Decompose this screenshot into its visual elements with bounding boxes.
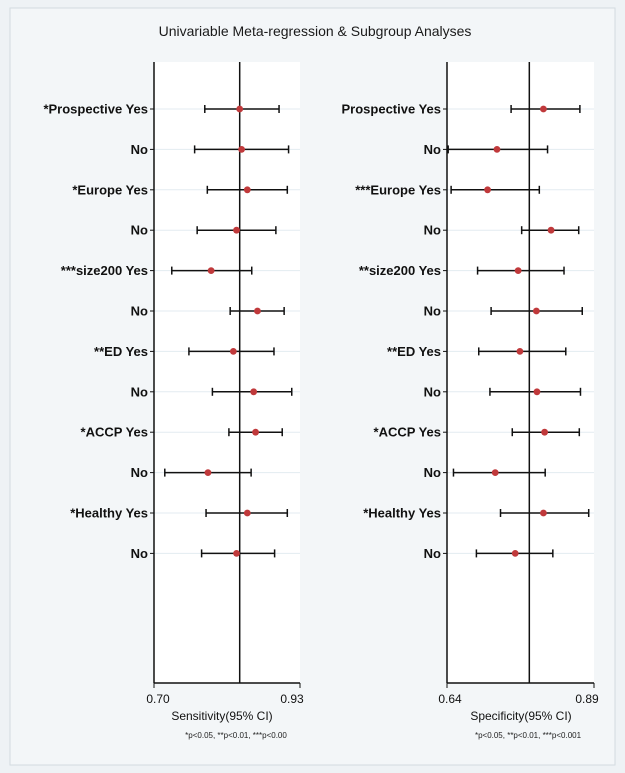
sensitivity-row-label: *ACCP Yes [81,425,148,440]
specificity-point-estimate [547,226,555,234]
specificity-point-estimate [540,105,547,113]
specificity-tick-label: 0.89 [575,692,599,706]
sensitivity-row-label: No [131,142,148,157]
specificity-point-estimate [540,509,547,517]
sensitivity-row-label: ***size200 Yes [61,263,148,278]
sensitivity-row-label: No [131,223,148,238]
sensitivity-row-label: *Prospective Yes [43,102,148,117]
specificity-row-label: ***Europe Yes [355,182,441,197]
specificity-plot-area [447,62,594,683]
sensitivity-point-estimate [204,469,212,476]
specificity-point-estimate [516,348,524,355]
sensitivity-point-estimate [238,146,246,153]
specificity-row-label: *Healthy Yes [363,506,441,521]
specificity-panel: 0.64 0.89 Specificity(95% CI) *p<0.05, **p<… [342,62,599,740]
specificity-row-label: No [424,384,441,399]
sensitivity-footnote: *p<0.05, **p<0.01, ***p<0.00 [185,731,287,740]
sensitivity-row-label: *Europe Yes [72,182,148,197]
sensitivity-panel: 0.70 0.93 Sensitivity(95% CI) *p<0.05, **p<… [43,62,304,740]
specificity-point-estimate [541,428,549,436]
specificity-point-estimate [484,186,491,194]
sensitivity-tick-label: 0.93 [280,692,304,706]
specificity-row-label: No [424,304,441,319]
sensitivity-point-estimate [243,509,251,517]
specificity-row-label: No [424,465,441,480]
sensitivity-point-estimate [233,550,240,557]
sensitivity-row-label: No [131,304,148,319]
sensitivity-plot-area [154,62,300,683]
sensitivity-point-estimate [252,428,259,436]
specificity-point-estimate [491,469,499,476]
sensitivity-point-estimate [229,348,237,355]
sensitivity-point-estimate [233,226,240,234]
sensitivity-row-label: No [131,384,148,399]
specificity-row-label: **ED Yes [387,344,441,359]
specificity-row-label: No [424,223,441,238]
specificity-tick-label: 0.64 [438,692,462,706]
panels-group: 0.70 0.93 Sensitivity(95% CI) *p<0.05, **p<… [43,62,599,740]
sensitivity-point-estimate [254,307,261,315]
sensitivity-row-label: *Healthy Yes [70,506,148,521]
sensitivity-point-estimate [243,186,251,194]
sensitivity-point-estimate [207,267,215,274]
specificity-point-estimate [533,388,541,396]
specificity-row-label: No [424,546,441,561]
sensitivity-point-estimate [236,105,244,113]
specificity-point-estimate [493,146,501,153]
specificity-row-label: No [424,142,441,157]
sensitivity-row-label: No [131,465,148,480]
sensitivity-x-axis-label: Sensitivity(95% CI) [171,709,272,723]
specificity-point-estimate [532,307,540,315]
specificity-point-estimate [511,550,519,557]
sensitivity-tick-label: 0.70 [146,692,170,706]
sensitivity-row-label: No [131,546,148,561]
sensitivity-point-estimate [250,388,258,396]
specificity-row-label: *ACCP Yes [374,425,441,440]
chart-title: Univariable Meta-regression & Subgroup A… [159,23,472,39]
specificity-x-axis-label: Specificity(95% CI) [470,709,571,723]
specificity-row-label: **size200 Yes [359,263,441,278]
specificity-footnote: *p<0.05, **p<0.01, ***p<0.001 [475,731,582,740]
specificity-point-estimate [514,267,522,274]
sensitivity-row-label: **ED Yes [94,344,148,359]
specificity-row-label: Prospective Yes [342,102,442,117]
